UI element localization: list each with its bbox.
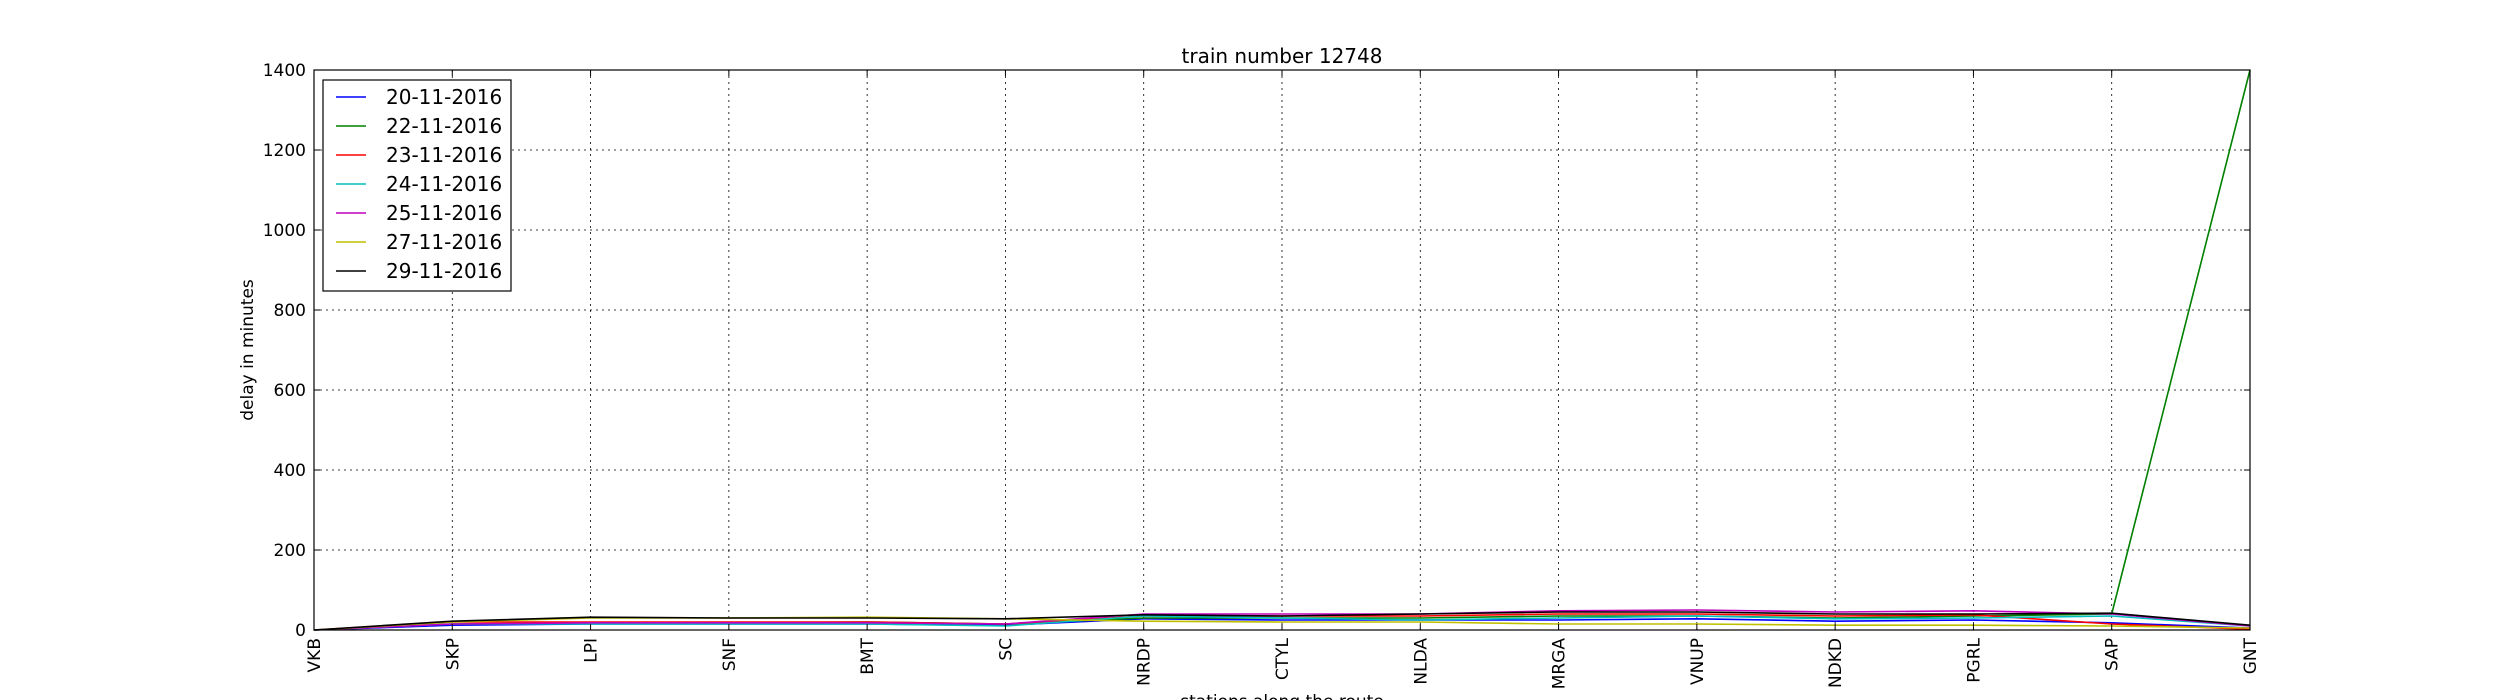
x-tick-label: BMT (858, 637, 878, 674)
legend-label: 27-11-2016 (386, 230, 502, 254)
legend-label: 22-11-2016 (386, 114, 502, 138)
legend-label: 24-11-2016 (386, 172, 502, 196)
series-line (313, 609, 2251, 631)
x-tick-label: VNUP (1688, 638, 1708, 685)
series-lines (313, 69, 2251, 631)
series-line (313, 611, 2251, 631)
x-tick-label: SC (996, 638, 1016, 661)
x-tick-label: PGRL (1964, 637, 1984, 682)
x-tick-label: NRDP (1135, 638, 1155, 686)
y-tick-label: 1000 (263, 221, 306, 241)
x-tick-label: LPI (582, 638, 602, 663)
y-tick-label: 600 (274, 381, 306, 401)
y-tick-label: 1400 (263, 61, 306, 81)
x-tick-label: NDKD (1826, 638, 1846, 688)
legend-label: 23-11-2016 (386, 143, 502, 167)
chart-title: train number 12748 (1182, 44, 1383, 68)
x-axis-label: stations along the route (1180, 692, 1384, 700)
legend-label: 20-11-2016 (386, 85, 502, 109)
y-axis-label: delay in minutes (238, 279, 258, 421)
axis-ticks: 0 200 400 600 800 1000 1200 1400 VKB SKP LPI SNF BMT… (263, 61, 2261, 689)
y-tick-label: 400 (274, 461, 306, 481)
y-tick-label: 0 (295, 621, 306, 641)
x-tick-label: VKB (305, 638, 325, 672)
legend: 20-11-2016 22-11-2016 23-11-2016 24-11-2016… (322, 79, 512, 292)
x-tick-label: SNF (720, 638, 740, 671)
y-tick-label: 1200 (263, 141, 306, 161)
x-tick-label: SAP (2103, 638, 2123, 671)
series-line (313, 615, 2251, 631)
x-tick-label: SKP (443, 638, 463, 670)
legend-label: 29-11-2016 (386, 259, 502, 283)
x-tick-label: NLDA (1411, 638, 1431, 685)
grid-lines (314, 70, 2250, 630)
x-tick-label: CTYL (1273, 637, 1293, 680)
x-tick-label: GNT (2241, 637, 2261, 674)
y-tick-label: 200 (274, 541, 306, 561)
legend-label: 25-11-2016 (386, 201, 502, 225)
y-tick-label: 800 (274, 301, 306, 321)
x-tick-label: MRGA (1550, 638, 1570, 690)
legend-box (322, 79, 512, 292)
